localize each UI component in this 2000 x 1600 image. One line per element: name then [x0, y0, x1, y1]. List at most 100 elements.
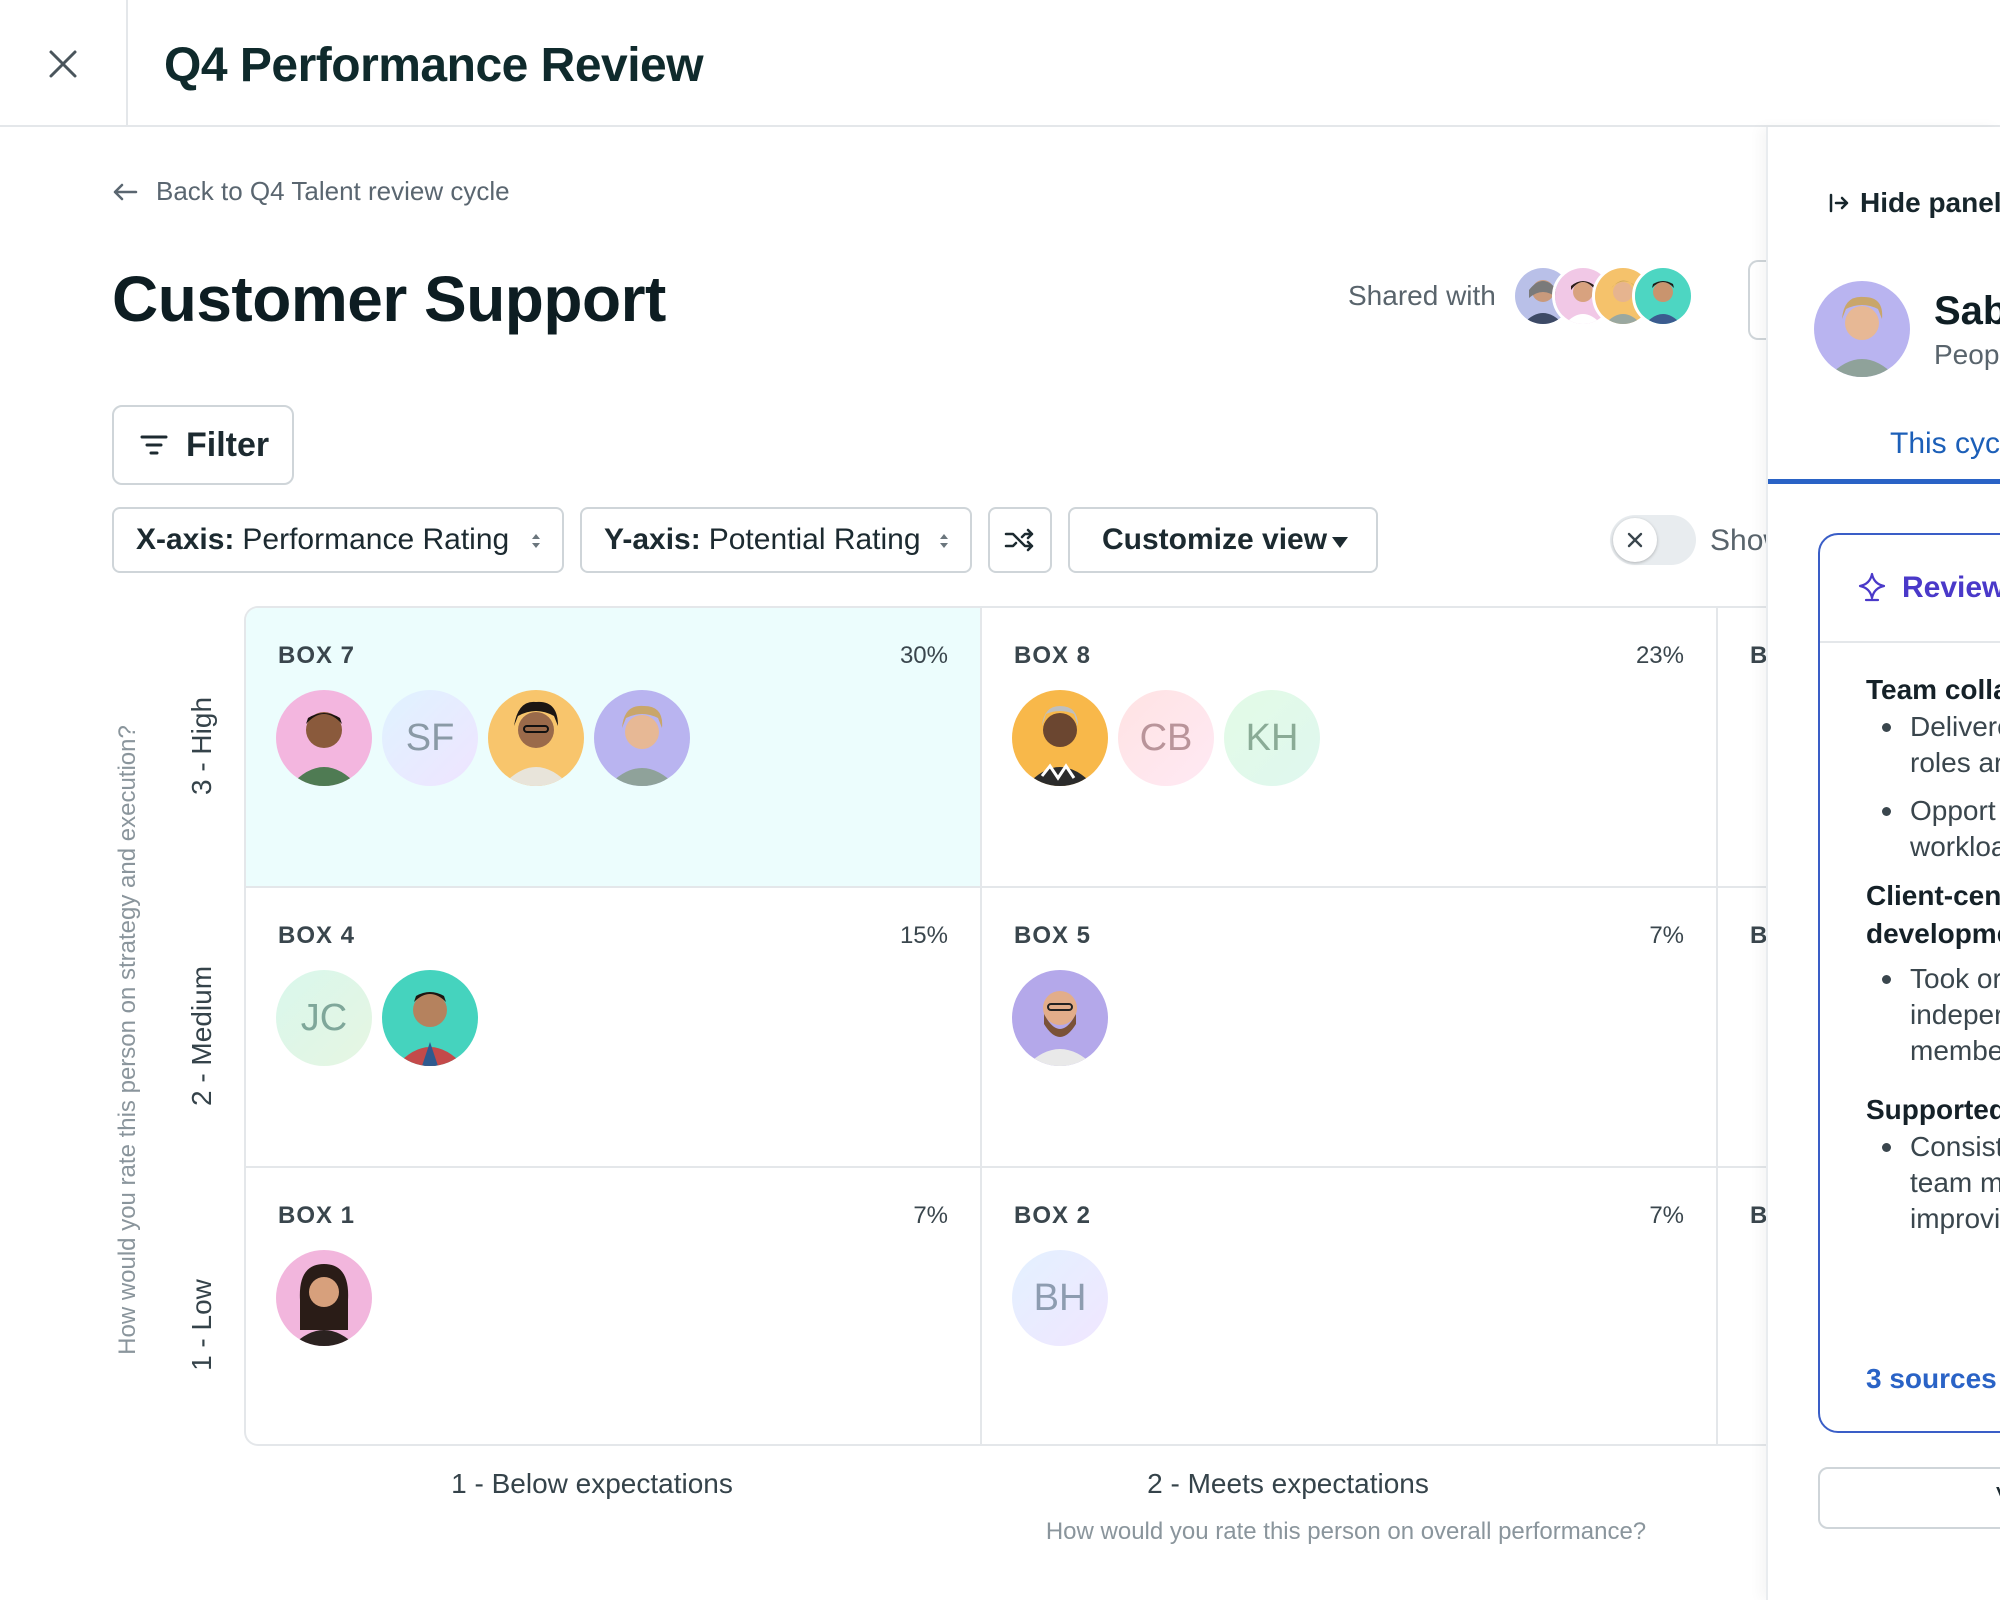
toggle-knob [1613, 518, 1657, 562]
box-percent: 7% [1649, 1202, 1684, 1229]
avatar[interactable]: JC [276, 970, 372, 1066]
y-axis-value: Potential Rating [708, 523, 921, 556]
updown-icon [940, 534, 948, 548]
avatar[interactable] [382, 970, 478, 1066]
sparkle-icon [1858, 572, 1886, 602]
box-6[interactable]: BO [1718, 888, 1772, 1168]
x-axis-prefix: X-axis: [136, 523, 235, 556]
review-card: Review Team colla Delivere roles ar Oppo… [1818, 533, 2000, 1433]
bullet-item: Took or indeper membe [1881, 961, 2000, 1069]
y-axis-select[interactable]: Y-axis: Potential Rating [580, 507, 972, 573]
avatar[interactable] [488, 690, 584, 786]
box-8[interactable]: BOX 8 23% CB KH [982, 608, 1718, 888]
customize-view-button[interactable]: Customize view [1068, 507, 1378, 573]
box-1[interactable]: BOX 1 7% [246, 1168, 982, 1444]
box-title: BOX 5 [1014, 922, 1092, 949]
show-toggle[interactable] [1610, 515, 1696, 565]
box-3[interactable]: BO [1718, 1168, 1772, 1444]
tab-this-cycle[interactable]: This cycl [1890, 427, 2000, 460]
shared-avatars[interactable] [1511, 265, 1694, 327]
x-axis-select[interactable]: X-axis: Performance Rating [112, 507, 564, 573]
back-link-label: Back to Q4 Talent review cycle [156, 176, 510, 206]
box-9[interactable]: BO [1718, 608, 1772, 888]
person-role: Peopl [1934, 339, 2000, 370]
box-percent: 23% [1635, 642, 1684, 669]
box-people: SF [276, 690, 690, 786]
panel-bottom-button[interactable]: V [1818, 1467, 2000, 1529]
x-axis-question: How would you rate this person on overal… [1045, 1518, 1647, 1545]
avatar[interactable] [594, 690, 690, 786]
bullet-item: Consist team m improvi [1881, 1129, 2000, 1237]
shared-label: Shared with [1348, 280, 1496, 311]
section-title: Supported [1866, 1094, 2000, 1125]
avatar[interactable] [1012, 690, 1108, 786]
close-icon [1627, 532, 1643, 548]
active-tab-indicator [1768, 479, 2000, 484]
avatar[interactable]: KH [1224, 690, 1320, 786]
box-title: BOX 1 [278, 1202, 356, 1229]
filter-button[interactable]: Filter [112, 405, 294, 485]
shared-with: Shared with [1348, 265, 1694, 327]
box-percent: 7% [1649, 922, 1684, 949]
top-bar: Q4 Performance Review [0, 0, 2000, 127]
y-label-medium: 2 - Medium [186, 965, 217, 1107]
swap-axes-button[interactable] [988, 507, 1052, 573]
avatar-initials: JC [300, 996, 348, 1039]
section-title: Team colla [1866, 674, 2000, 705]
y-label-high: 3 - High [186, 696, 217, 796]
caret-down-icon [1332, 537, 1348, 548]
x-label-meets: 2 - Meets expectations [1147, 1468, 1429, 1499]
review-card-title: Review [1902, 571, 2000, 604]
updown-icon [532, 534, 540, 548]
box-people [1012, 970, 1108, 1066]
box-2[interactable]: BOX 2 7% BH [982, 1168, 1718, 1444]
avatar[interactable] [1631, 265, 1694, 327]
collapse-panel-icon [1829, 193, 1849, 213]
y-label-low: 1 - Low [186, 1279, 217, 1371]
app-title: Q4 Performance Review [164, 39, 704, 92]
avatar-initials: KH [1245, 716, 1299, 759]
avatar[interactable] [276, 690, 372, 786]
person-name: Sab [1934, 289, 2000, 333]
back-link[interactable]: Back to Q4 Talent review cycle [112, 176, 510, 207]
box-percent: 15% [899, 922, 948, 949]
box-4[interactable]: BOX 4 15% JC [246, 888, 982, 1168]
nine-box-grid: BOX 7 30% SF BOX 8 23% CB [244, 606, 1772, 1446]
avatar[interactable]: SF [382, 690, 478, 786]
box-people: BH [1012, 1250, 1108, 1346]
box-7[interactable]: BOX 7 30% SF [246, 608, 982, 888]
box-5[interactable]: BOX 5 7% [982, 888, 1718, 1168]
avatar [1814, 281, 1910, 377]
page-title: Customer Support [112, 263, 666, 335]
box-title: BOX 2 [1014, 1202, 1092, 1229]
avatar-initials: BH [1033, 1276, 1087, 1319]
avatar-initials: CB [1139, 716, 1193, 759]
box-title: BOX 7 [278, 642, 356, 669]
arrow-left-icon [113, 183, 138, 200]
avatar[interactable] [1012, 970, 1108, 1066]
box-title: BOX 8 [1014, 642, 1092, 669]
filter-label: Filter [186, 425, 270, 464]
avatar-initials: SF [405, 716, 455, 759]
box-title: BOX 4 [278, 922, 356, 949]
sources-link[interactable]: 3 sources [1866, 1363, 1997, 1394]
box-people [276, 1250, 372, 1346]
box-people: JC [276, 970, 478, 1066]
side-panel: Hide panel Sab Peopl This cycl Review Te… [1766, 127, 2000, 1600]
box-people: CB KH [1012, 690, 1320, 786]
x-label-below: 1 - Below expectations [451, 1468, 733, 1499]
avatar[interactable] [276, 1250, 372, 1346]
shuffle-icon [1004, 528, 1034, 552]
box-percent: 7% [913, 1202, 948, 1229]
y-axis-question: How would you rate this person on strate… [114, 725, 141, 1355]
review-card-header[interactable]: Review [1820, 535, 2000, 643]
bullet-item: Delivere roles ar [1882, 709, 2000, 781]
close-button[interactable] [0, 0, 128, 127]
filter-icon [140, 435, 168, 455]
hide-panel-label: Hide panel [1860, 187, 2000, 218]
avatar[interactable]: CB [1118, 690, 1214, 786]
customize-view-label: Customize view [1102, 523, 1328, 556]
box-percent: 30% [899, 642, 948, 669]
avatar[interactable]: BH [1012, 1250, 1108, 1346]
hide-panel-button[interactable]: Hide panel [1828, 187, 2000, 219]
